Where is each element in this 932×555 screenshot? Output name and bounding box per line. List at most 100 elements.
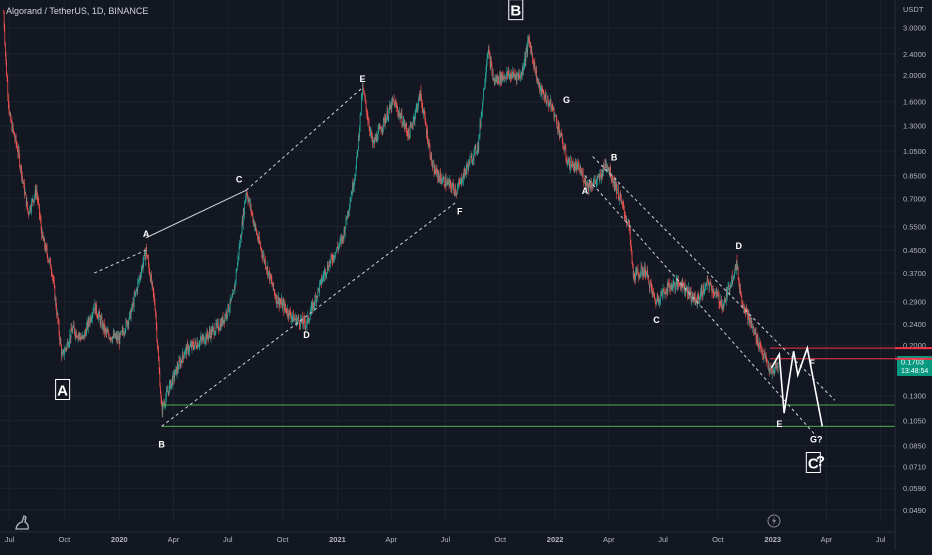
- candle-body: [774, 366, 776, 368]
- candle-body: [269, 271, 270, 281]
- candle-body: [98, 312, 100, 315]
- candle-body: [67, 341, 69, 347]
- candle-body: [54, 285, 56, 301]
- candle-body: [154, 303, 156, 310]
- candle-body: [317, 288, 319, 297]
- candle-body: [347, 211, 349, 214]
- candle-body: [630, 240, 632, 246]
- candle-body: [742, 304, 744, 308]
- candle-body: [752, 327, 753, 328]
- candle-body: [643, 271, 644, 276]
- candle-body: [498, 82, 500, 84]
- candle-body: [388, 110, 390, 117]
- tradingview-icon[interactable]: [15, 515, 29, 530]
- candle-body: [316, 296, 318, 297]
- candle-body: [340, 239, 341, 241]
- candle-body: [641, 267, 642, 269]
- candle-body: [305, 325, 307, 328]
- candle-body: [541, 86, 542, 95]
- candle-body: [374, 139, 375, 143]
- candle-body: [710, 284, 712, 291]
- candle-body: [380, 128, 382, 132]
- candle-body: [158, 361, 160, 371]
- candle-body: [577, 163, 579, 165]
- level-axis-marker: [895, 347, 932, 350]
- candle-body: [350, 194, 352, 200]
- candle-body: [545, 94, 546, 102]
- candle-body: [693, 298, 694, 301]
- candle-body: [147, 257, 149, 259]
- candle-body: [669, 286, 671, 290]
- candle-body: [631, 251, 633, 263]
- candle-body: [725, 299, 727, 303]
- candle-body: [720, 299, 722, 305]
- candle-body: [679, 283, 681, 287]
- candle-body: [298, 317, 300, 321]
- candle-body: [465, 171, 467, 174]
- candle-body: [173, 373, 174, 374]
- candle-body: [143, 252, 145, 256]
- candle-body: [257, 234, 258, 240]
- candle-body: [170, 382, 172, 389]
- candle-body: [135, 291, 136, 296]
- candle-body: [545, 101, 547, 104]
- candle-body: [69, 334, 71, 343]
- candle-body: [663, 290, 665, 294]
- candle-body: [165, 397, 167, 405]
- candle-body: [228, 310, 230, 312]
- candle-body: [92, 311, 94, 314]
- candle-body: [355, 167, 357, 176]
- candle-body: [623, 209, 625, 215]
- candle-body: [129, 313, 130, 320]
- candle-body: [24, 182, 25, 195]
- candle-body: [77, 335, 79, 338]
- candle-body: [589, 186, 591, 189]
- candle-body: [425, 122, 427, 127]
- candle-body: [467, 166, 469, 170]
- candle-body: [246, 192, 248, 194]
- candle-body: [360, 111, 362, 114]
- candle-body: [114, 333, 116, 338]
- candle-body: [86, 322, 88, 327]
- x-tick-label: Apr: [603, 535, 615, 544]
- candle-body: [544, 97, 545, 99]
- candle-body: [733, 274, 735, 276]
- candle-body: [205, 335, 207, 341]
- candle-body: [687, 294, 689, 297]
- candle-body: [141, 266, 143, 271]
- candle-body: [330, 255, 332, 260]
- candle-body: [446, 185, 447, 187]
- candle-body: [486, 57, 488, 65]
- candle-body: [203, 336, 205, 343]
- candle-body: [690, 290, 692, 301]
- candle-body: [691, 293, 693, 300]
- candle-body: [225, 311, 227, 318]
- candle-body: [440, 172, 441, 179]
- lightning-icon[interactable]: [767, 514, 781, 528]
- candle-body: [58, 320, 59, 322]
- candle-body: [773, 371, 775, 376]
- candle-body: [101, 317, 102, 319]
- candle-body: [501, 74, 503, 83]
- candle-body: [241, 234, 242, 239]
- candle-body: [338, 244, 340, 246]
- candle-body: [111, 337, 112, 340]
- candle-body: [507, 71, 509, 76]
- candle-body: [688, 287, 690, 295]
- candle-body: [619, 195, 621, 199]
- candle-body: [411, 124, 412, 127]
- candle-body: [575, 163, 577, 166]
- candle-body: [353, 180, 355, 187]
- candle-body: [484, 83, 486, 89]
- candle-body: [777, 367, 778, 369]
- candle-body: [106, 331, 108, 334]
- candle-body: [313, 302, 314, 306]
- candle-body: [693, 294, 695, 301]
- candle-body: [226, 311, 227, 317]
- candle-body: [132, 305, 133, 307]
- candle-body: [109, 338, 111, 340]
- candle-body: [345, 217, 347, 228]
- candle-body: [163, 403, 164, 406]
